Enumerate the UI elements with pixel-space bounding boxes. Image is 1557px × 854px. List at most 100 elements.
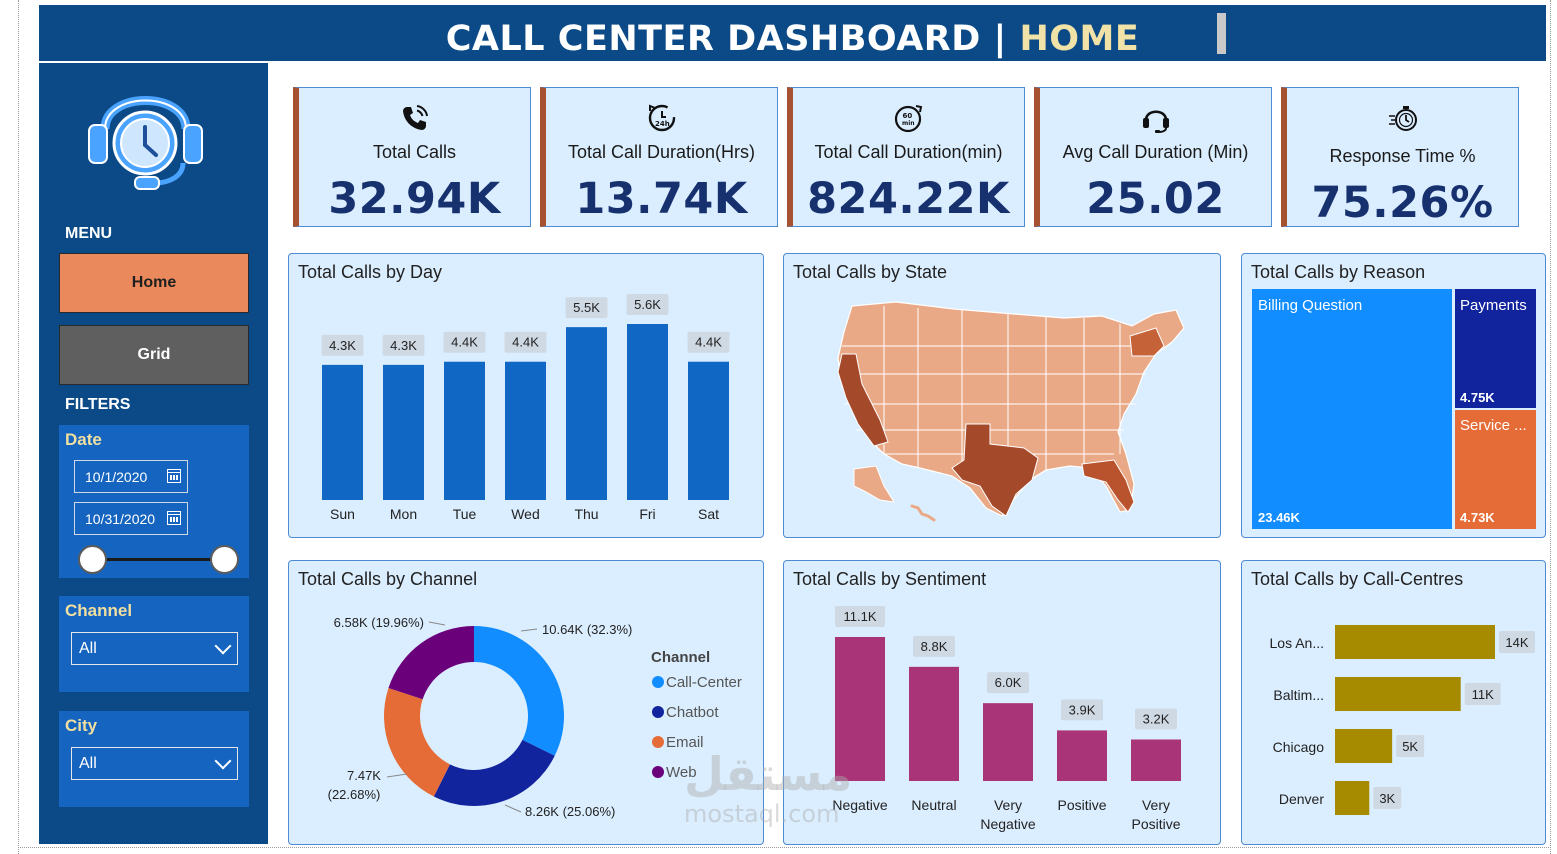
sentiment-bar[interactable] [835,637,885,781]
state-california[interactable] [837,353,889,447]
day-bar-label: 4.4K [451,335,478,350]
channel-slice[interactable] [474,626,564,756]
start-date-field[interactable]: 10/1/2020 [74,460,188,493]
sentiment-bar-label-bg[interactable] [1061,699,1103,721]
state-new-york[interactable] [1129,327,1165,357]
day-bar-label: 4.3K [390,338,417,353]
day-tick-label: Wed [511,506,540,522]
centre-bar[interactable] [1335,729,1393,763]
end-date-field[interactable]: 10/31/2020 [74,502,188,535]
sentiment-bar[interactable] [983,703,1033,781]
treemap-label: Payments [1460,297,1527,314]
date-range-start-handle[interactable] [78,545,107,574]
day-bar-label-bg[interactable] [443,331,486,353]
sentiment-bar-label-bg[interactable] [987,672,1029,694]
centre-bar[interactable] [1335,781,1370,815]
kpi-total-duration-min: 60 min Total Call Duration(min) 824.22K [787,87,1025,227]
channel-slice[interactable] [388,626,474,700]
legend-title: Channel [651,649,710,666]
sentiment-bar-label-bg[interactable] [835,606,885,627]
centre-bar-label-bg[interactable] [1499,631,1535,653]
centre-bar[interactable] [1335,677,1461,711]
day-bar[interactable] [627,324,668,500]
day-bar[interactable] [322,364,363,500]
day-bar[interactable] [688,361,729,500]
chevron-down-icon[interactable] [214,752,232,770]
day-bar-label-bg[interactable] [687,331,730,353]
dashboard-title: CALL CENTER DASHBOARD | HOME [39,5,1546,73]
centre-tick-label: Los An... [1270,635,1324,651]
svg-text:24h: 24h [655,120,670,128]
channel-leader-line[interactable] [520,628,538,632]
city-select[interactable]: All [71,747,238,780]
treemap-payments[interactable]: Payments 4.75K [1455,289,1536,408]
sentiment-bar-label: 8.8K [921,639,948,654]
date-range-end-handle[interactable] [210,545,239,574]
state-hawaii[interactable] [910,504,936,522]
chevron-down-icon[interactable] [214,637,232,655]
panel-calls-by-day: Total Calls by Day 4.3K Sun 4.3K Mon 4.4K Tue… [288,253,764,538]
day-tick-label: Thu [574,506,598,522]
state-florida[interactable] [1081,459,1135,513]
kpi-label: Total Calls [372,142,457,162]
sentiment-bar[interactable] [909,666,959,781]
kpi-label: Response Time % [1329,146,1476,166]
legend-marker [652,706,664,718]
day-bar-label-bg[interactable] [321,334,364,356]
sentiment-bar-label: 11.1K [843,609,876,624]
kpi-response-time: Response Time % 75.26% [1281,87,1519,228]
sentiment-bar-label-bg[interactable] [1135,708,1177,730]
kpi-label: Total Call Duration(min) [814,142,1003,162]
channel-select[interactable]: All [71,632,238,665]
channel-data-label: 8.26K (25.06%) [525,804,615,819]
headset-clock-icon [88,96,203,190]
legend-item: Call-Center [666,674,742,691]
day-bar[interactable] [444,361,485,500]
treemap-label: Billing Question [1258,297,1363,314]
day-bar[interactable] [383,364,424,500]
sentiment-bar[interactable] [1131,739,1181,781]
day-bar-label-bg[interactable] [382,334,425,356]
calls-by-sentiment-chart: 11.1K Negative 8.8K Neutral 6.0K Very Negative… [832,606,1181,832]
day-bar[interactable] [566,327,607,500]
treemap-service[interactable]: Service ... 4.73K [1455,410,1536,529]
calendar-icon[interactable] [167,469,181,483]
panel-title: Total Calls by Call-Centres [1251,569,1464,589]
city-filter: City All [59,711,249,807]
centre-bar-label-bg[interactable] [1373,787,1402,809]
home-button[interactable]: Home [59,253,249,313]
centre-bar[interactable] [1335,625,1495,659]
kpi-value: 25.02 [1086,174,1225,224]
kpi-value: 32.94K [328,174,501,224]
treemap-label: Service ... [1460,417,1527,434]
channel-slice[interactable] [384,688,450,797]
day-bar-label-bg[interactable] [565,297,608,319]
channel-select-value: All [79,639,97,657]
sentiment-bar[interactable] [1057,730,1107,781]
day-bar[interactable] [505,361,546,500]
state-texas[interactable] [951,423,1039,517]
canvas-border-left [18,0,19,854]
channel-leader-line[interactable] [386,773,408,778]
panel-calls-by-channel: Total Calls by Channel 10.64K (32.3%) 8.2… [288,560,764,845]
day-bar-label-bg[interactable] [504,331,547,353]
channel-slice[interactable] [433,739,555,806]
sentiment-tick-label: Neutral [911,797,956,813]
state-alaska[interactable] [853,465,895,503]
grid-button[interactable]: Grid [59,325,249,385]
channel-leader-line[interactable] [504,804,522,813]
sentiment-bar-label-bg[interactable] [913,635,955,657]
svg-text:min: min [902,120,915,127]
centre-bar-label-bg[interactable] [1464,683,1501,705]
treemap-billing-question[interactable]: Billing Question 23.46K [1252,289,1452,529]
day-bar-label-bg[interactable] [626,294,669,315]
centre-bar-label: 14K [1505,635,1528,650]
channel-leader-line[interactable] [428,621,446,626]
calendar-icon[interactable] [167,511,181,525]
day-bar-label: 4.3K [329,338,356,353]
legend-item: Chatbot [666,704,719,721]
panel-title: Total Calls by Channel [298,569,478,589]
centre-bar-label: 5K [1402,739,1418,754]
panel-title: Total Calls by Sentiment [793,569,987,589]
centre-bar-label-bg[interactable] [1396,735,1425,757]
